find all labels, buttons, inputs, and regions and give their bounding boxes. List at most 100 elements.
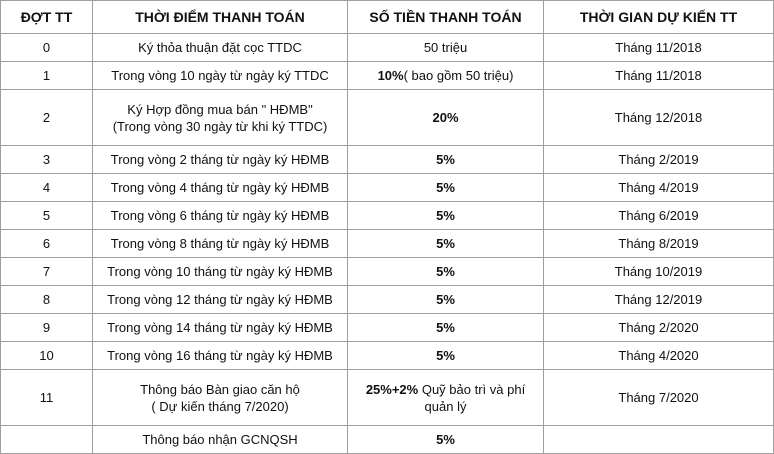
expected: Tháng 4/2020 — [618, 348, 699, 363]
table-row: 1 Trong vòng 10 ngày từ ngày ký TTDC 10%( … — [0, 61, 774, 90]
amount-cell: 5% — [347, 341, 544, 370]
timing-line: Trong vòng 12 tháng từ ngày ký HĐMB — [107, 292, 333, 307]
amount-cell: 5% — [347, 285, 544, 314]
expected: Tháng 4/2019 — [618, 180, 699, 195]
amount-bold: 20% — [432, 110, 459, 125]
amount-bold: 5% — [436, 208, 455, 223]
timing-line: Trong vòng 10 tháng từ ngày ký HĐMB — [107, 264, 333, 279]
timing-cell: Trong vòng 10 tháng từ ngày ký HĐMB — [92, 257, 348, 286]
stage-cell: 11 — [0, 369, 93, 426]
expected: Tháng 6/2019 — [618, 208, 699, 223]
expected-cell — [543, 425, 774, 454]
amount-cell: 50 triệu — [347, 33, 544, 62]
timing-cell: Trong vòng 6 tháng từ ngày ký HĐMB — [92, 201, 348, 230]
table-row: 9 Trong vòng 14 tháng từ ngày ký HĐMB 5% Th… — [0, 313, 774, 342]
table-row: 8 Trong vòng 12 tháng từ ngày ký HĐMB 5% Th… — [0, 285, 774, 314]
amount-bold: 25%+2% — [365, 381, 419, 397]
stage-cell: 5 — [0, 201, 93, 230]
amount-cell: 10%( bao gồm 50 triệu) — [347, 61, 544, 90]
amount-text: 50 triệu — [423, 40, 468, 55]
timing-line: Thông báo nhận GCNQSH — [142, 432, 298, 447]
timing-cell: Ký thỏa thuận đặt cọc TTDC — [92, 33, 348, 62]
expected-cell: Tháng 6/2019 — [543, 201, 774, 230]
amount-cell: 5% — [347, 145, 544, 174]
amount-cell: 20% — [347, 89, 544, 146]
timing-line: ( Dự kiến tháng 7/2020) — [151, 398, 289, 414]
expected-cell: Tháng 8/2019 — [543, 229, 774, 258]
timing-line: Trong vòng 8 tháng từ ngày ký HĐMB — [110, 236, 330, 251]
stage-cell: 8 — [0, 285, 93, 314]
stage: 10 — [39, 348, 54, 363]
amount-cell: 5% — [347, 229, 544, 258]
table-row: 0 Ký thỏa thuận đặt cọc TTDC 50 triệu Tháng… — [0, 33, 774, 62]
amount-bold: 10% — [377, 68, 404, 83]
expected: Tháng 7/2020 — [618, 390, 699, 405]
expected-cell: Tháng 12/2018 — [543, 89, 774, 146]
expected: Tháng 10/2019 — [614, 264, 703, 279]
table-row: 6 Trong vòng 8 tháng từ ngày ký HĐMB 5% Thá… — [0, 229, 774, 258]
timing-cell: Trong vòng 4 tháng từ ngày ký HĐMB — [92, 173, 348, 202]
timing-cell: Ký Hợp đồng mua bán " HĐMB" (Trong vòng 3… — [92, 89, 348, 146]
timing-cell: Trong vòng 8 tháng từ ngày ký HĐMB — [92, 229, 348, 258]
timing-cell: Trong vòng 14 tháng từ ngày ký HĐMB — [92, 313, 348, 342]
stage: 2 — [42, 110, 51, 125]
amount-cell: 25%+2% Quỹ bảo trì và phí quản lý — [347, 369, 544, 426]
amount-bold: 5% — [436, 432, 455, 447]
header-cell: ĐỢT TT — [0, 0, 93, 34]
expected: Tháng 12/2019 — [614, 292, 703, 307]
header-cell: THỜI ĐIỂM THANH TOÁN — [92, 0, 348, 34]
amount-bold: 5% — [436, 152, 455, 167]
expected: Tháng 2/2019 — [618, 152, 699, 167]
stage: 6 — [42, 236, 51, 251]
amount-bold: 5% — [436, 264, 455, 279]
amount-bold: 5% — [436, 236, 455, 251]
timing-cell: Thông báo nhận GCNQSH — [92, 425, 348, 454]
amount-cell: 5% — [347, 173, 544, 202]
timing-line: Thông báo Bàn giao căn hộ — [140, 381, 300, 397]
timing-cell: Trong vòng 2 tháng từ ngày ký HĐMB — [92, 145, 348, 174]
stage: 11 — [39, 390, 54, 405]
timing-line: (Trong vòng 30 ngày từ khi ký TTDC) — [112, 118, 328, 134]
stage: 9 — [42, 320, 51, 335]
timing-line: Trong vòng 4 tháng từ ngày ký HĐMB — [110, 180, 330, 195]
header-cell: SỐ TIỀN THANH TOÁN — [347, 0, 544, 34]
stage-cell — [0, 425, 93, 454]
timing-cell: Trong vòng 16 tháng từ ngày ký HĐMB — [92, 341, 348, 370]
expected-cell: Tháng 11/2018 — [543, 33, 774, 62]
amount-cell: 5% — [347, 201, 544, 230]
expected: Tháng 11/2018 — [615, 40, 702, 55]
amount-cell: 5% — [347, 257, 544, 286]
expected-cell: Tháng 7/2020 — [543, 369, 774, 426]
timing-line: Trong vòng 6 tháng từ ngày ký HĐMB — [110, 208, 330, 223]
stage-cell: 6 — [0, 229, 93, 258]
table-row: 7 Trong vòng 10 tháng từ ngày ký HĐMB 5% Th… — [0, 257, 774, 286]
timing-cell: Trong vòng 10 ngày từ ngày ký TTDC — [92, 61, 348, 90]
stage: 0 — [42, 40, 51, 55]
expected: Tháng 11/2018 — [615, 68, 702, 83]
stage: 7 — [42, 264, 51, 279]
expected-cell: Tháng 2/2019 — [543, 145, 774, 174]
stage: 3 — [42, 152, 51, 167]
stage: 4 — [42, 180, 51, 195]
amount-text: Quỹ bảo trì và phí quản lý — [421, 381, 526, 414]
table-row: 11 Thông báo Bàn giao căn hộ( Dự kiến thá… — [0, 369, 774, 426]
stage-cell: 1 — [0, 61, 93, 90]
amount-cell: 5% — [347, 313, 544, 342]
stage: 8 — [42, 292, 51, 307]
expected: Tháng 2/2020 — [618, 320, 699, 335]
timing-line: Trong vòng 10 ngày từ ngày ký TTDC — [111, 68, 329, 83]
expected-cell: Tháng 10/2019 — [543, 257, 774, 286]
expected-cell: Tháng 2/2020 — [543, 313, 774, 342]
table-row: 3 Trong vòng 2 tháng từ ngày ký HĐMB 5% Thá… — [0, 145, 774, 174]
amount-bold: 5% — [436, 348, 455, 363]
amount-bold: 5% — [436, 180, 455, 195]
timing-line: Trong vòng 14 tháng từ ngày ký HĐMB — [107, 320, 333, 335]
timing-line: Trong vòng 2 tháng từ ngày ký HĐMB — [110, 152, 330, 167]
stage: 1 — [42, 68, 51, 83]
table-row: 5 Trong vòng 6 tháng từ ngày ký HĐMB 5% Thá… — [0, 201, 774, 230]
expected-cell: Tháng 12/2019 — [543, 285, 774, 314]
stage-cell: 10 — [0, 341, 93, 370]
stage-cell: 7 — [0, 257, 93, 286]
stage: 5 — [42, 208, 51, 223]
expected-cell: Tháng 4/2020 — [543, 341, 774, 370]
